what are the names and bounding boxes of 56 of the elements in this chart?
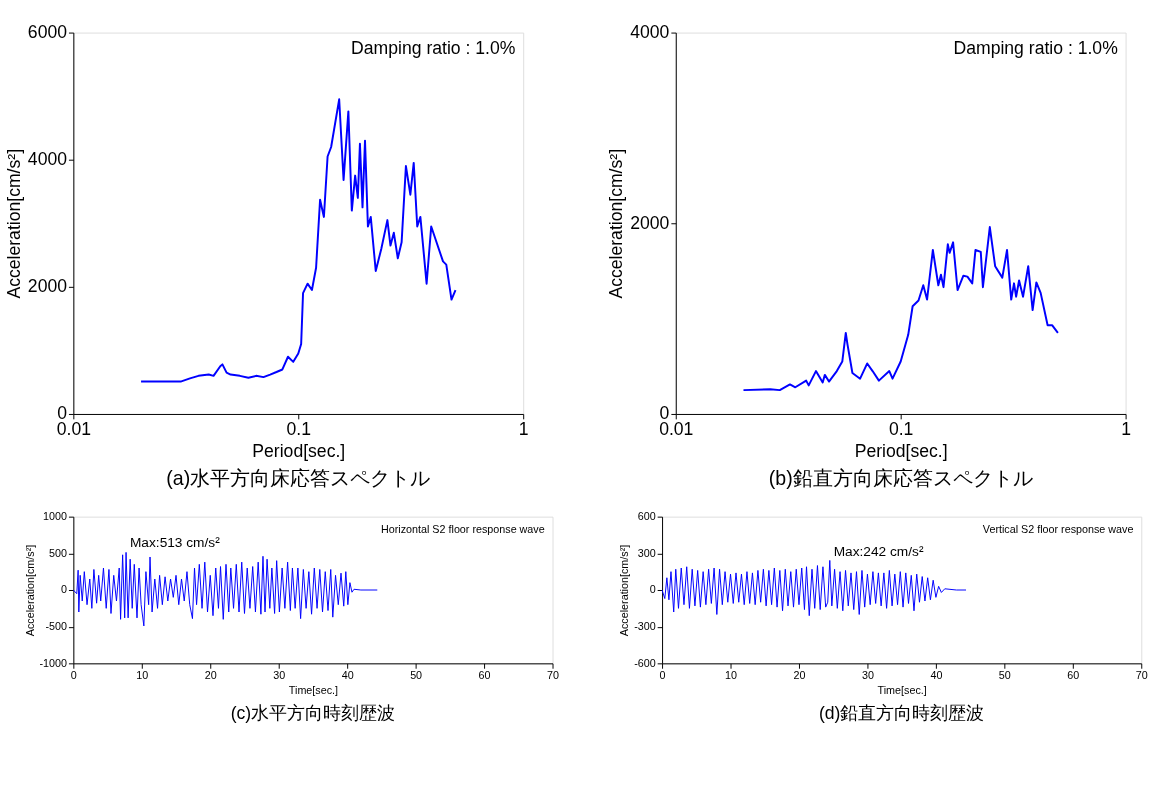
- x-axis-title: Time[sec.]: [877, 684, 927, 697]
- y-axis-title: Acceleration[cm/s²]: [618, 544, 631, 637]
- x-tick-label: 60: [1067, 669, 1080, 682]
- x-tick-label: 20: [793, 669, 806, 682]
- y-tick-label: 1000: [43, 510, 67, 523]
- y-tick-label: -300: [634, 620, 656, 633]
- y-axis-title: Acceleration[cm/s²]: [606, 148, 627, 299]
- y-axis-title: Acceleration[cm/s²]: [23, 544, 36, 637]
- y-axis-title: Acceleration[cm/s²]: [4, 148, 25, 299]
- x-tick-label: 70: [547, 669, 560, 682]
- x-tick-label: 50: [410, 669, 423, 682]
- text: (b)鉛直方向床応答スペクトル: [768, 467, 1033, 490]
- y-tick-label: 2000: [630, 212, 670, 233]
- x-tick-label: 0.01: [56, 419, 91, 439]
- annotation: Max:513 cm/s²: [129, 535, 221, 551]
- x-tick-label: 20: [204, 669, 217, 682]
- x-tick-label: 50: [998, 669, 1011, 682]
- y-tick-label: 6000: [27, 21, 68, 42]
- y-tick-label: 4000: [27, 149, 68, 170]
- x-tick-label: 0.01: [659, 419, 694, 439]
- x-tick-label: 30: [273, 669, 286, 682]
- x-tick-label: 0: [70, 669, 77, 682]
- x-tick-label: 0.1: [286, 419, 311, 439]
- annotation: Damping ratio : 1.0%: [953, 38, 1119, 59]
- x-tick-label: 70: [1135, 669, 1148, 682]
- y-tick-label: -600: [634, 656, 656, 669]
- annotation: Max:242 cm/s²: [833, 543, 924, 559]
- y-tick-label: 0: [61, 583, 68, 596]
- x-tick-label: 40: [341, 669, 354, 682]
- text: (a)水平方向床応答スペクトル: [166, 467, 431, 490]
- x-tick-label: 0.1: [888, 419, 914, 439]
- annotation: Vertical S2 floor response wave: [982, 523, 1134, 536]
- line-series: [661, 559, 967, 617]
- y-tick-label: 600: [637, 510, 656, 523]
- x-tick-label: 10: [136, 669, 149, 682]
- y-tick-label: -500: [45, 620, 67, 633]
- x-tick-label: 30: [861, 669, 874, 682]
- y-tick-label: 0: [649, 583, 656, 596]
- x-tick-label: 40: [930, 669, 943, 682]
- y-tick-label: -1000: [39, 656, 68, 669]
- y-tick-label: 4000: [630, 21, 670, 42]
- x-tick-label: 60: [478, 669, 491, 682]
- x-tick-label: 1: [1121, 419, 1131, 439]
- text: (c)水平方向時刻歴波: [230, 703, 396, 724]
- annotation: Damping ratio : 1.0%: [351, 38, 516, 59]
- y-tick-label: 2000: [27, 276, 68, 297]
- x-axis-title: Period[sec.]: [252, 440, 346, 461]
- x-tick-label: 1: [518, 419, 529, 439]
- annotation: Horizontal S2 floor response wave: [380, 523, 545, 536]
- y-tick-label: 500: [49, 546, 68, 559]
- x-tick-label: 10: [725, 669, 738, 682]
- x-axis-title: Time[sec.]: [288, 684, 339, 697]
- x-axis-title: Period[sec.]: [854, 440, 948, 461]
- line-series: [72, 551, 378, 627]
- y-tick-label: 300: [637, 546, 656, 559]
- text: (d)鉛直方向時刻歴波: [818, 703, 985, 724]
